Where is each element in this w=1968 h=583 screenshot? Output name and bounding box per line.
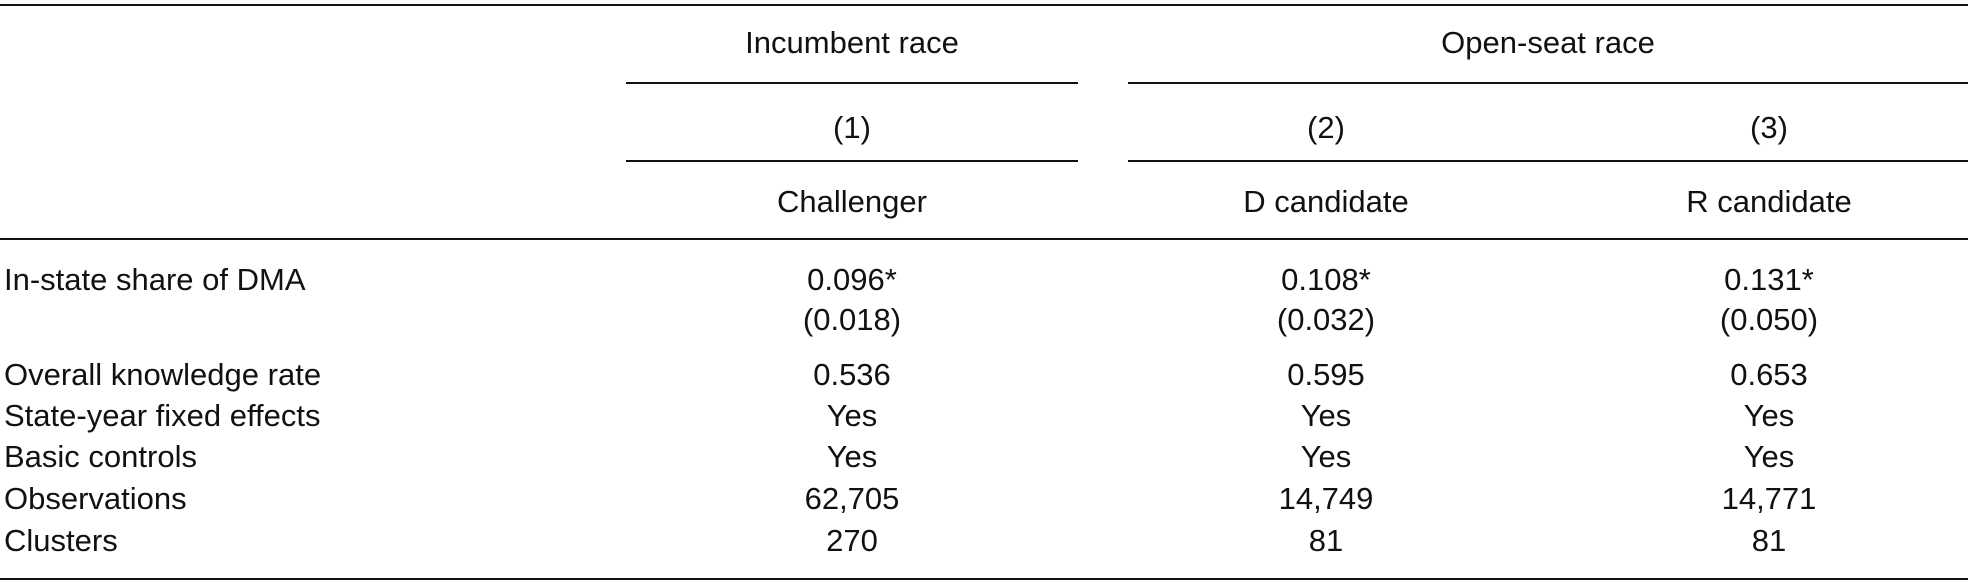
row-label-observations: Observations [4, 481, 187, 516]
group2-rule [1128, 82, 1968, 84]
row-label-controls: Basic controls [4, 439, 197, 474]
cell-observations-2: 14,749 [1278, 481, 1374, 516]
column-number-1: (1) [833, 110, 871, 145]
group1-rule [626, 82, 1078, 84]
column-name-3: R candidate [1686, 184, 1852, 219]
cell-state-fe-2: Yes [1300, 398, 1352, 433]
cell-clusters-1: 270 [826, 523, 878, 558]
cell-clusters-3: 81 [1751, 523, 1787, 558]
cell-share-se-1: (0.018) [802, 302, 902, 337]
bottom-rule [0, 578, 1968, 580]
cell-share-se-3: (0.050) [1719, 302, 1819, 337]
cell-observations-3: 14,771 [1721, 481, 1817, 516]
row-label-clusters: Clusters [4, 523, 118, 558]
cell-controls-3: Yes [1743, 439, 1795, 474]
cell-share-coef-2: 0.108* [1281, 262, 1371, 297]
col23-number-rule [1128, 160, 1968, 162]
cell-state-fe-1: Yes [826, 398, 878, 433]
row-label-state-fe: State-year fixed effects [4, 398, 321, 433]
cell-controls-2: Yes [1300, 439, 1352, 474]
column-number-2: (2) [1307, 110, 1345, 145]
group-header-open-seat: Open-seat race [1441, 25, 1655, 60]
row-label-share: In-state share of DMA [4, 262, 306, 297]
column-number-3: (3) [1750, 110, 1788, 145]
cell-share-coef-3: 0.131* [1724, 262, 1814, 297]
cell-share-se-2: (0.032) [1276, 302, 1376, 337]
column-name-1: Challenger [777, 184, 927, 219]
cell-observations-1: 62,705 [804, 481, 900, 516]
cell-knowledge-2: 0.595 [1287, 357, 1365, 392]
top-rule [0, 4, 1968, 6]
cell-controls-1: Yes [826, 439, 878, 474]
group-header-incumbent: Incumbent race [745, 25, 959, 60]
cell-knowledge-3: 0.653 [1730, 357, 1808, 392]
cell-state-fe-3: Yes [1743, 398, 1795, 433]
cell-share-coef-1: 0.096* [807, 262, 897, 297]
header-bottom-rule [0, 238, 1968, 240]
row-label-knowledge: Overall knowledge rate [4, 357, 322, 392]
column-name-2: D candidate [1243, 184, 1409, 219]
cell-knowledge-1: 0.536 [813, 357, 891, 392]
cell-clusters-2: 81 [1308, 523, 1344, 558]
col1-number-rule [626, 160, 1078, 162]
